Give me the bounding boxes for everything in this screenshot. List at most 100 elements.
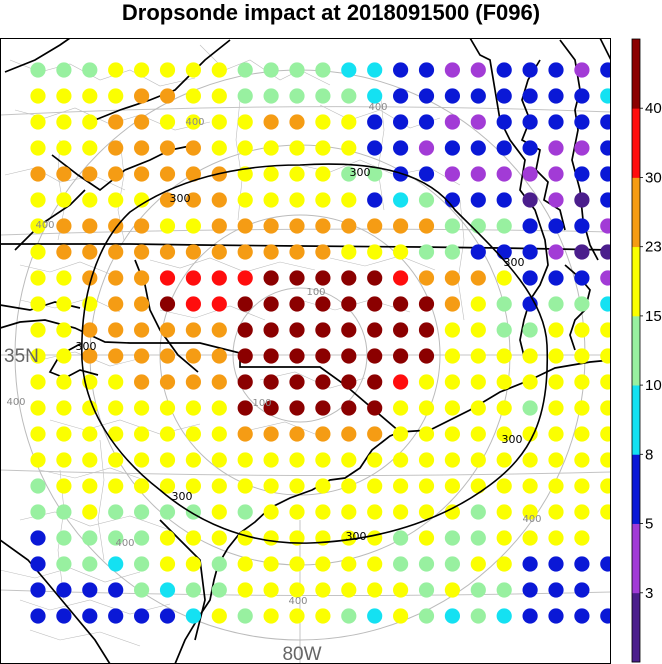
impact-dot xyxy=(211,88,227,104)
impact-dot xyxy=(470,88,486,104)
contour-label: 300 xyxy=(172,490,193,503)
impact-dot xyxy=(289,296,305,312)
impact-dot xyxy=(185,400,201,416)
impact-dot xyxy=(185,166,201,182)
colorbar-label: 3 xyxy=(645,585,653,602)
impact-dot xyxy=(418,452,435,468)
impact-dot xyxy=(393,556,409,572)
impact-dot xyxy=(315,296,331,312)
colorbar-label: 30 xyxy=(645,169,662,186)
impact-dot xyxy=(600,88,611,104)
impact-dot xyxy=(444,192,460,208)
impact-dot xyxy=(263,166,279,182)
impact-dot xyxy=(522,478,538,494)
impact-dot xyxy=(56,140,72,156)
impact-dot xyxy=(367,556,383,572)
impact-dot xyxy=(108,478,124,494)
impact-dot xyxy=(82,478,98,494)
impact-dot xyxy=(82,192,98,208)
impact-dot xyxy=(444,478,460,494)
impact-dot xyxy=(600,400,611,416)
impact-dot xyxy=(367,62,383,78)
impact-dot xyxy=(56,114,72,130)
impact-dot xyxy=(30,218,46,234)
impact-dot xyxy=(134,608,150,624)
impact-dot xyxy=(574,62,590,78)
colorbar-label: 8 xyxy=(645,446,653,463)
impact-dot xyxy=(548,556,564,572)
impact-dot xyxy=(185,452,201,468)
impact-dot xyxy=(315,478,331,494)
impact-dot xyxy=(496,218,512,234)
impact-dot xyxy=(444,348,460,364)
impact-dot xyxy=(444,556,460,572)
impact-dot xyxy=(522,400,538,416)
impact-dot xyxy=(185,140,201,156)
impact-dot xyxy=(185,62,201,78)
impact-dot xyxy=(522,582,538,598)
impact-dot xyxy=(496,426,512,442)
impact-dot xyxy=(159,270,176,286)
impact-dot xyxy=(30,192,46,208)
impact-dot xyxy=(600,270,611,286)
impact-dot xyxy=(470,192,486,208)
impact-dot xyxy=(367,270,383,286)
impact-dot xyxy=(470,452,486,468)
impact-dot xyxy=(30,244,46,260)
impact-dot xyxy=(134,556,150,572)
impact-dot xyxy=(159,218,176,234)
contour-labels: 300 300 300 300 300 300 300 xyxy=(76,166,525,543)
impact-dot xyxy=(470,140,486,156)
impact-dot xyxy=(56,530,72,546)
impact-dot xyxy=(444,504,460,520)
impact-dot xyxy=(470,608,486,624)
impact-dot xyxy=(185,192,201,208)
impact-dot xyxy=(211,348,227,364)
contour-label: 300 xyxy=(350,166,371,179)
colorbar-label: 15 xyxy=(645,308,662,325)
impact-dot xyxy=(393,270,409,286)
impact-dot xyxy=(496,582,512,598)
impact-dot xyxy=(418,244,435,260)
impact-dot xyxy=(522,166,538,182)
impact-dot xyxy=(444,582,460,598)
impact-dot xyxy=(159,426,176,442)
impact-dot xyxy=(289,556,305,572)
impact-dot xyxy=(496,140,512,156)
impact-dot xyxy=(341,582,357,598)
impact-dot xyxy=(237,426,253,442)
impact-dot xyxy=(418,88,435,104)
impact-dot xyxy=(159,88,176,104)
impact-dot xyxy=(134,426,150,442)
impact-dot xyxy=(56,192,72,208)
impact-dot xyxy=(341,504,357,520)
impact-dot xyxy=(496,478,512,494)
impact-dot xyxy=(600,244,611,260)
impact-dot xyxy=(315,218,331,234)
impact-dot xyxy=(496,400,512,416)
impact-dot xyxy=(82,556,98,572)
impact-dot xyxy=(263,322,279,338)
impact-dot xyxy=(289,166,305,182)
impact-dot xyxy=(56,608,72,624)
impact-dot xyxy=(548,530,564,546)
colorbar-label: 40 xyxy=(645,100,662,117)
impact-dot xyxy=(444,296,460,312)
impact-dot xyxy=(496,608,512,624)
impact-dot xyxy=(548,114,564,130)
impact-dot xyxy=(367,530,383,546)
impact-dot xyxy=(30,374,46,390)
ring-label: 400 xyxy=(288,596,307,607)
impact-dot xyxy=(56,166,72,182)
contour-label: 300 xyxy=(76,340,97,353)
impact-dot xyxy=(548,140,564,156)
impact-dot xyxy=(82,504,98,520)
impact-dot xyxy=(367,374,383,390)
impact-dot xyxy=(108,348,124,364)
impact-dot xyxy=(211,530,227,546)
impact-dot xyxy=(548,478,564,494)
impact-dot xyxy=(548,218,564,234)
impact-dot xyxy=(600,192,611,208)
impact-dot xyxy=(56,270,72,286)
county-boundaries xyxy=(0,44,465,647)
